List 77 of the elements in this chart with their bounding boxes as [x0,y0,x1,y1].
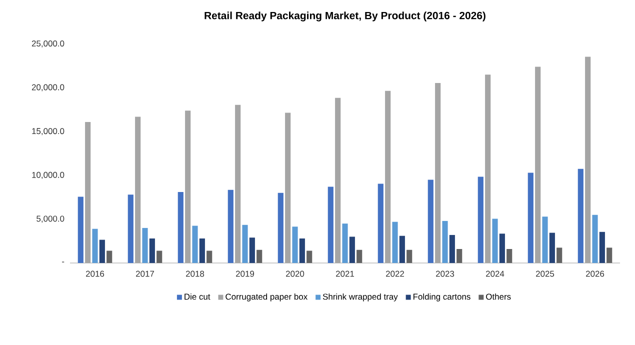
x-tick-label: 2026 [586,270,604,277]
bar [99,240,105,263]
x-tick-label: 2020 [286,270,304,277]
x-tick-label: 2017 [136,270,154,277]
bar [242,224,248,263]
bar [85,122,91,263]
bar [492,218,498,263]
y-tick-label: 15,000.0 [32,128,64,136]
bar [235,104,241,263]
bar [228,190,234,263]
bar [92,228,98,263]
bar [349,236,355,263]
y-tick-label: 10,000.0 [32,172,64,179]
bar [378,184,384,263]
bar [449,234,455,263]
bar [485,74,491,263]
bar [528,172,534,263]
bar [478,176,484,263]
bar [128,194,134,263]
bar [535,66,541,263]
bar [578,168,584,263]
bar [106,250,112,263]
bar [506,248,512,263]
bar [142,228,148,263]
y-tick-label: 5,000.0 [36,216,64,223]
x-tick-label: 2023 [436,270,454,277]
bar [356,250,362,263]
bar [256,250,262,263]
x-tick-label: 2016 [86,270,104,277]
chart-title: Retail Ready Packaging Market, By Product (2016 - 2026) [204,12,486,22]
bar [278,192,284,263]
legend-label: Folding cartons [413,293,470,302]
bar [292,226,298,263]
bar [606,248,612,263]
bar [392,222,398,263]
legend-label: Corrugated paper box [226,293,308,302]
legend-label: Shrink wrapped tray [322,293,398,302]
bar [185,110,191,263]
bar [306,250,312,263]
bar [428,180,434,263]
legend-label: Others [486,293,511,300]
bar [285,112,291,263]
bar [342,224,348,263]
bar [206,250,212,263]
bar [585,56,591,263]
bar [199,238,205,263]
bar [156,250,162,263]
bar [328,186,334,263]
bar [78,196,84,263]
bar [599,232,605,263]
x-tick-label: 2018 [186,270,204,277]
bar [435,82,441,263]
x-tick-label: 2019 [236,270,254,277]
bar [192,226,198,263]
bar [385,90,391,263]
legend-label: Die cut [184,293,210,300]
bar [549,232,555,263]
bar [299,238,305,263]
y-tick-label: 25,000.0 [32,40,64,48]
bar [442,220,448,263]
x-tick-label: 2025 [536,270,554,277]
bar [592,214,598,263]
bar [556,248,562,263]
x-tick-label: 2021 [336,270,354,277]
x-tick-label: 2024 [486,270,504,277]
bar [542,216,548,263]
bar [399,236,405,263]
bar [406,250,412,263]
x-tick-label: 2022 [386,270,404,277]
bar [149,238,155,263]
bar [135,116,141,263]
bar [178,192,184,263]
bar [249,238,255,263]
bar [499,234,505,263]
bar [456,248,462,263]
bar [335,98,341,263]
y-tick-label: 20,000.0 [32,84,64,92]
